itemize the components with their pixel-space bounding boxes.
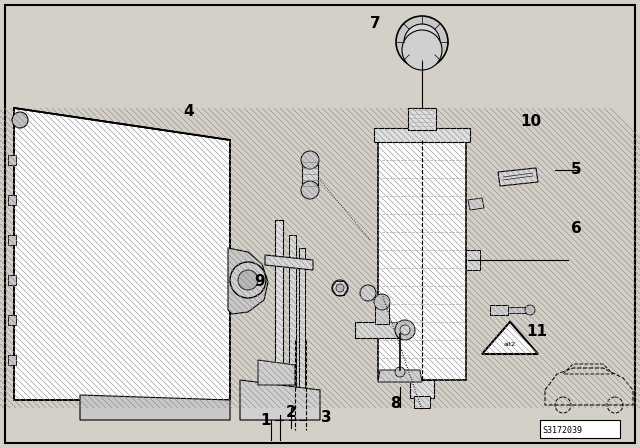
Text: 1: 1: [260, 413, 271, 428]
Circle shape: [395, 367, 405, 377]
Circle shape: [396, 16, 448, 68]
Polygon shape: [498, 168, 538, 186]
Circle shape: [395, 320, 415, 340]
Bar: [8, 315, 16, 325]
Circle shape: [412, 32, 432, 52]
Circle shape: [402, 30, 442, 70]
Circle shape: [400, 325, 410, 335]
Text: 5: 5: [571, 162, 581, 177]
Circle shape: [332, 280, 348, 296]
Text: 11: 11: [526, 324, 547, 339]
Text: 10: 10: [520, 114, 542, 129]
Bar: [8, 355, 16, 365]
Bar: [275, 220, 283, 420]
Bar: [8, 195, 16, 205]
Polygon shape: [14, 108, 230, 400]
Bar: [302, 160, 318, 190]
Bar: [540, 420, 620, 438]
Circle shape: [12, 112, 28, 128]
Bar: [8, 155, 16, 165]
Text: 2: 2: [286, 405, 296, 420]
Polygon shape: [80, 395, 230, 420]
Circle shape: [525, 305, 535, 315]
Circle shape: [336, 284, 344, 292]
Text: 8: 8: [390, 396, 401, 411]
Text: 9: 9: [254, 274, 264, 289]
Bar: [355, 322, 405, 338]
Polygon shape: [468, 198, 484, 210]
Polygon shape: [265, 255, 313, 270]
Bar: [414, 396, 430, 408]
Bar: [374, 128, 470, 142]
Polygon shape: [378, 370, 422, 382]
Bar: [8, 235, 16, 245]
Bar: [466, 250, 480, 270]
Text: 4: 4: [184, 103, 194, 119]
Polygon shape: [228, 248, 268, 314]
Bar: [378, 140, 466, 380]
Bar: [375, 302, 389, 324]
Polygon shape: [482, 322, 538, 354]
Text: 7: 7: [371, 16, 381, 31]
Circle shape: [360, 285, 376, 301]
Bar: [410, 380, 434, 398]
Circle shape: [230, 262, 266, 298]
Text: ait2: ait2: [504, 341, 516, 346]
Text: S3172039: S3172039: [542, 426, 582, 435]
Polygon shape: [240, 380, 320, 420]
Bar: [299, 248, 305, 420]
Circle shape: [301, 151, 319, 169]
Polygon shape: [258, 360, 295, 385]
Text: 6: 6: [571, 221, 581, 236]
Bar: [8, 275, 16, 285]
Bar: [490, 305, 508, 315]
Text: 3: 3: [321, 410, 332, 425]
Circle shape: [301, 181, 319, 199]
Bar: [408, 108, 436, 130]
Bar: [289, 235, 296, 420]
Bar: [508, 307, 530, 313]
Circle shape: [238, 270, 258, 290]
Circle shape: [404, 24, 440, 60]
Circle shape: [374, 294, 390, 310]
